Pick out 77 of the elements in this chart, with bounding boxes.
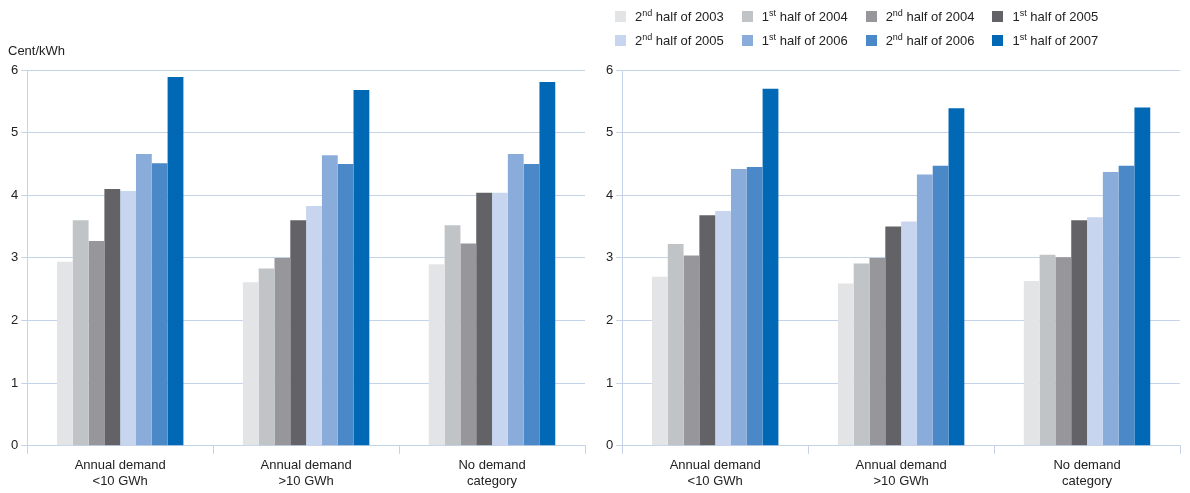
bar <box>492 192 508 446</box>
bar <box>1055 257 1072 446</box>
y-tick-label: 1 <box>606 374 614 390</box>
bar <box>104 189 121 446</box>
bar <box>651 276 668 446</box>
bar <box>1071 220 1088 446</box>
x-tick-label: Annual demand >10 GWh <box>260 457 352 488</box>
bar <box>88 240 105 446</box>
bar <box>167 76 184 446</box>
bar <box>731 168 747 446</box>
bar <box>901 221 917 446</box>
bar <box>683 255 700 446</box>
x-tick-label: No demand category <box>1053 457 1121 488</box>
bar <box>746 167 763 446</box>
y-tick-label: 0 <box>606 437 614 453</box>
bar <box>321 155 338 446</box>
bar <box>523 163 540 446</box>
bar <box>290 220 307 446</box>
bar <box>853 263 870 446</box>
bar <box>72 220 89 446</box>
bar <box>337 163 354 446</box>
bar <box>837 283 854 446</box>
bar <box>242 282 259 446</box>
y-axis-title: Cent/kWh <box>8 43 66 58</box>
legend-label: 1$^{st}$ half of 2007 <box>1012 32 1099 49</box>
x-tick-label: Annual demand >10 GWh <box>855 457 947 488</box>
bar <box>507 153 524 446</box>
bar <box>136 153 152 446</box>
bar <box>120 190 136 446</box>
y-tick-label: 0 <box>11 437 19 453</box>
bar <box>699 215 716 446</box>
bar <box>1118 165 1135 446</box>
legend-label: 2$^{nd}$ half of 2005 <box>635 32 724 49</box>
bar <box>667 244 684 446</box>
legend-label: 1$^{st}$ half of 2004 <box>761 8 848 25</box>
y-tick-label: 1 <box>11 374 19 390</box>
x-tick-label: Annual demand <10 GWh <box>669 457 761 488</box>
bar <box>428 264 445 446</box>
legend-label: 2$^{nd}$ half of 2006 <box>885 32 975 49</box>
bar <box>715 210 731 446</box>
y-tick-label: 6 <box>11 61 19 77</box>
bar <box>306 205 322 446</box>
bar <box>948 108 965 446</box>
bar <box>1039 254 1056 446</box>
legend-label: 1$^{st}$ half of 2005 <box>1012 8 1099 25</box>
legend-label: 2$^{nd}$ half of 2003 <box>635 8 724 25</box>
y-tick-label: 2 <box>606 312 614 328</box>
bar <box>869 257 886 446</box>
bar <box>1023 281 1040 446</box>
bar <box>762 88 779 446</box>
bar <box>916 174 933 446</box>
y-tick-label: 4 <box>11 186 19 202</box>
bar <box>1134 107 1151 446</box>
bar <box>258 268 275 446</box>
bar <box>932 165 949 446</box>
bar <box>1102 172 1119 446</box>
y-tick-label: 6 <box>606 61 614 77</box>
bar <box>460 243 477 446</box>
bar <box>476 192 493 446</box>
y-tick-label: 2 <box>11 312 19 328</box>
y-tick-label: 5 <box>606 124 614 140</box>
legend-label: 2$^{nd}$ half of 2004 <box>885 8 975 25</box>
bar <box>274 257 291 446</box>
bar <box>539 81 556 446</box>
y-tick-label: 3 <box>11 249 19 265</box>
bar <box>151 163 168 446</box>
bar <box>353 90 370 446</box>
bar <box>56 261 73 446</box>
bar <box>1087 217 1103 446</box>
bar <box>444 225 461 446</box>
y-tick-label: 3 <box>606 249 614 265</box>
y-tick-label: 4 <box>606 186 614 202</box>
x-tick-label: No demand category <box>458 457 526 488</box>
bar <box>885 226 902 446</box>
legend-label: 1$^{st}$ half of 2006 <box>761 32 848 49</box>
y-tick-label: 5 <box>11 124 19 140</box>
x-tick-label: Annual demand <10 GWh <box>74 457 166 488</box>
